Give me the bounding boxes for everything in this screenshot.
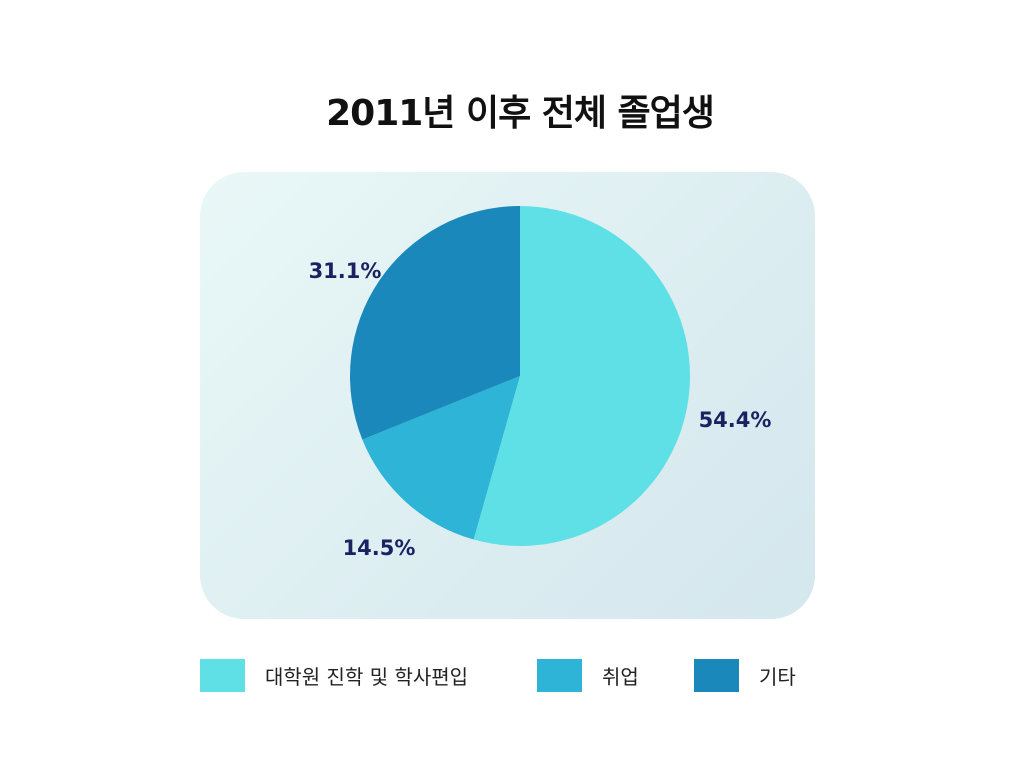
- legend: 대학원 진학 및 학사편입 취업 기타: [0, 658, 1024, 692]
- data-label-other: 31.1%: [309, 259, 382, 283]
- legend-swatch-employment: [537, 658, 582, 692]
- slice-other: [350, 206, 520, 440]
- legend-swatch-graduate-school: [200, 658, 245, 692]
- slice-graduate-school: [473, 206, 691, 546]
- legend-item-graduate-school: 대학원 진학 및 학사편입: [200, 658, 468, 692]
- legend-item-other: 기타: [694, 658, 796, 692]
- data-label-graduate-school: 54.4%: [699, 408, 772, 432]
- legend-swatch-other: [694, 658, 739, 692]
- legend-label-other: 기타: [759, 664, 796, 689]
- legend-item-employment: 취업: [537, 658, 639, 692]
- data-label-employment: 14.5%: [343, 536, 416, 560]
- slice-employment: [362, 376, 520, 540]
- legend-label-graduate-school: 대학원 진학 및 학사편입: [265, 664, 469, 689]
- chart-title: 2011년 이후 전체 졸업생: [326, 93, 715, 134]
- legend-label-employment: 취업: [602, 664, 639, 689]
